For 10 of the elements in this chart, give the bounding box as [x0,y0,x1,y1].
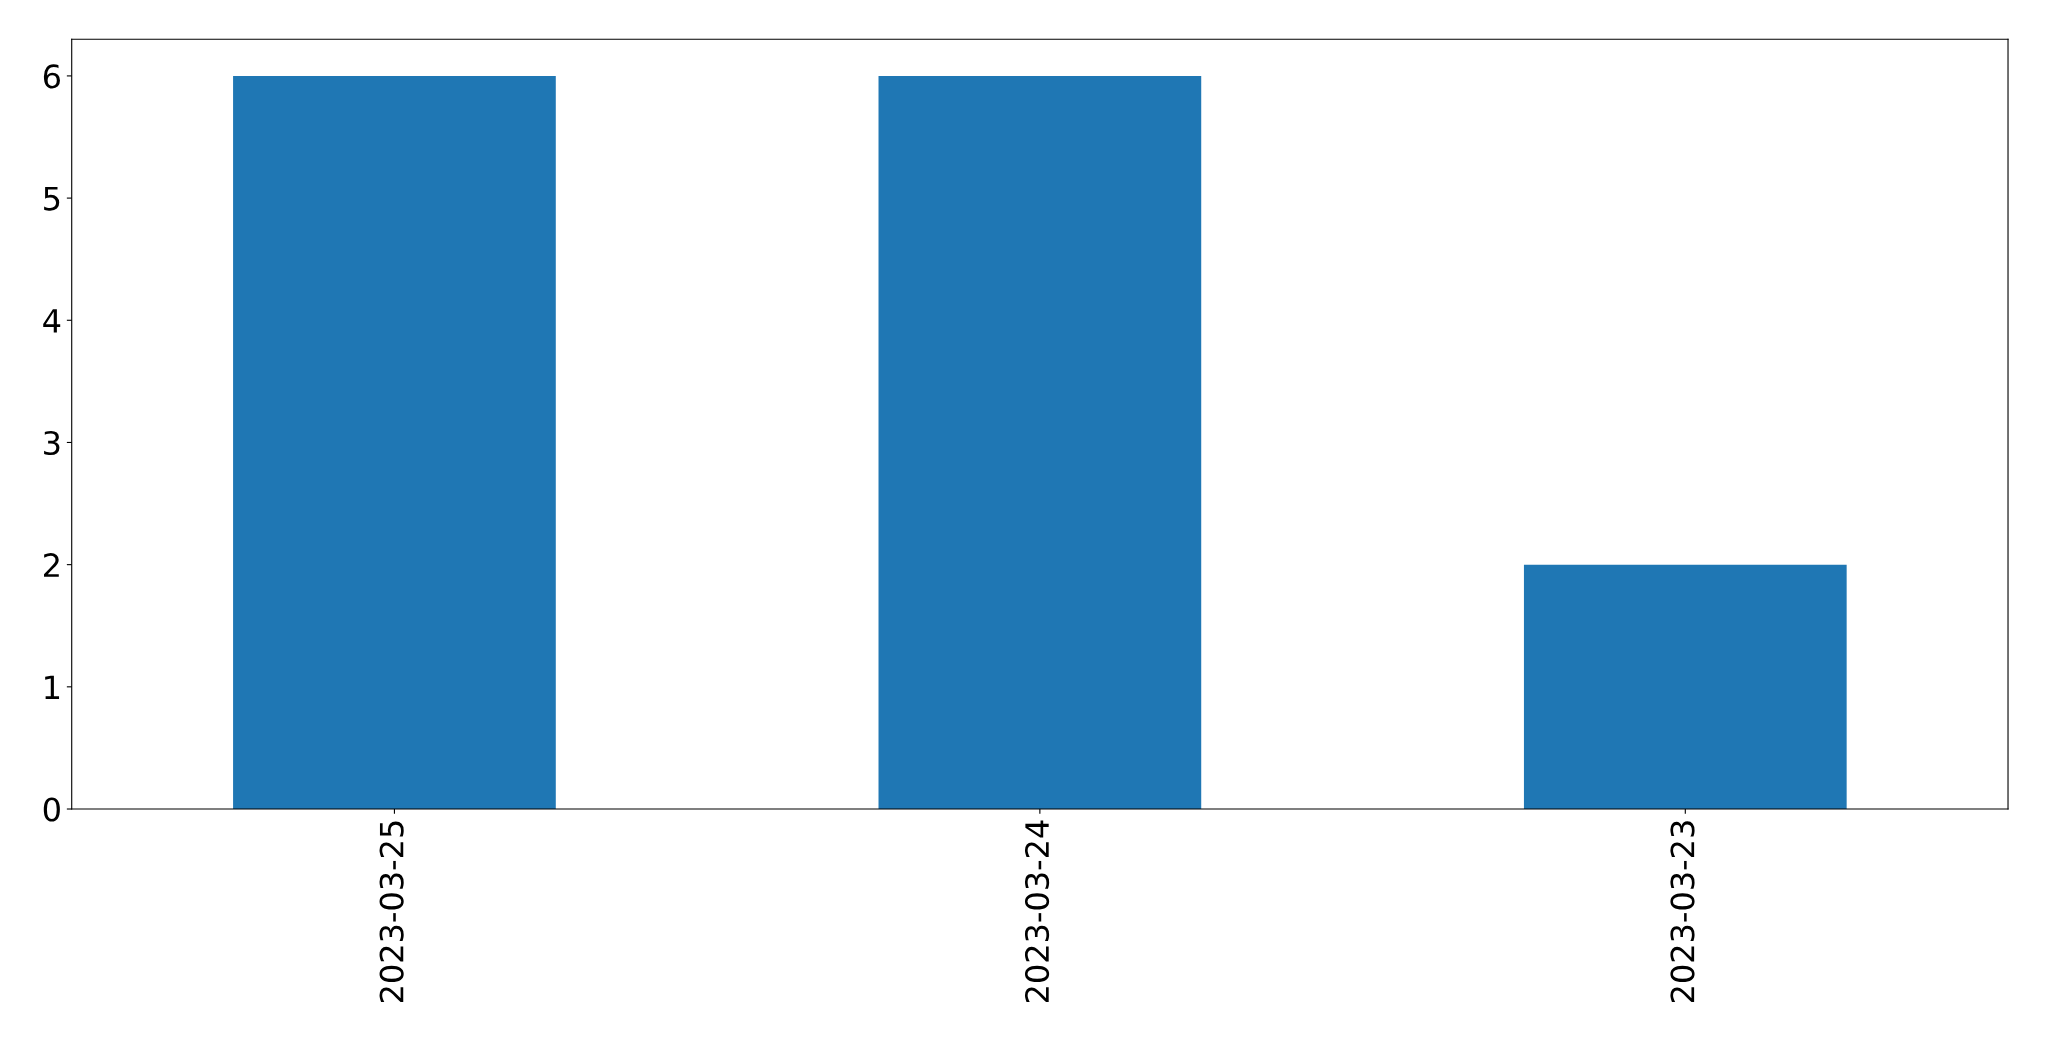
y-tick-label: 5 [44,186,60,211]
x-tick-label: 2023-03-24 [1024,820,1050,1003]
x-tick-label: 2023-03-23 [1670,821,1695,1003]
y-tick-label: 1 [45,675,60,699]
y-tick-label: 2 [44,553,59,577]
y-tick-label: 6 [43,64,60,89]
y-tick-label: 0 [43,797,60,822]
y-tick-label: 4 [43,309,61,333]
y-tick-label: 3 [44,430,60,456]
x-tick-label: 2023-03-25 [379,821,404,1003]
